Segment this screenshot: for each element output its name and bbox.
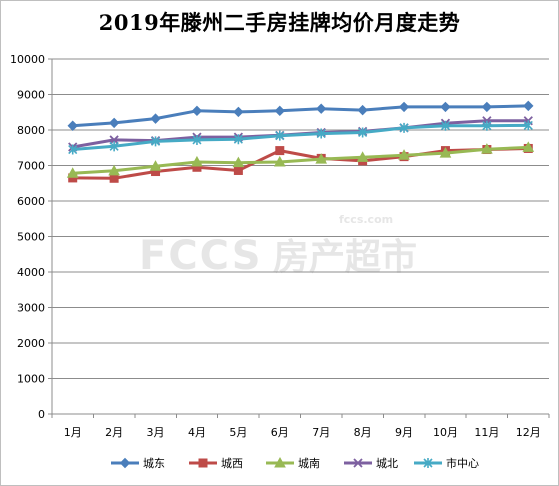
data-point bbox=[233, 165, 243, 175]
legend-item: 城东 bbox=[111, 457, 165, 470]
legend-label: 城西 bbox=[221, 457, 243, 470]
data-point bbox=[356, 151, 369, 162]
data-point bbox=[274, 456, 286, 468]
legend-label: 城南 bbox=[298, 457, 320, 470]
legend: 城东 城西 城南 城北 市中心 bbox=[111, 456, 479, 470]
data-point bbox=[523, 120, 533, 131]
data-point bbox=[67, 120, 78, 131]
gridlines bbox=[52, 58, 549, 415]
x-tick-label: 4月 bbox=[188, 426, 206, 439]
x-tick-label: 7月 bbox=[312, 426, 330, 439]
data-point bbox=[275, 130, 285, 141]
legend-item: 城南 bbox=[266, 456, 320, 470]
data-point bbox=[440, 101, 451, 113]
x-tick-label: 11月 bbox=[474, 426, 499, 439]
data-point bbox=[358, 127, 368, 138]
chart-title: 2019年滕州二手房挂牌均价月度走势 bbox=[98, 10, 461, 35]
data-point bbox=[68, 144, 78, 155]
legend-item: 城西 bbox=[189, 457, 243, 470]
x-tick-label: 2月 bbox=[105, 426, 123, 439]
data-point bbox=[150, 136, 161, 147]
data-point bbox=[150, 113, 161, 124]
y-tick-label: 6000 bbox=[17, 195, 45, 208]
legend-label: 市中心 bbox=[446, 456, 479, 470]
data-point bbox=[523, 100, 534, 112]
data-point bbox=[439, 147, 452, 158]
data-point bbox=[315, 153, 328, 164]
data-point bbox=[191, 155, 203, 167]
series-line bbox=[72, 104, 529, 128]
y-tick-label: 7000 bbox=[17, 160, 45, 173]
y-tick-label: 0 bbox=[38, 408, 45, 421]
watermark-logo: FCCS bbox=[139, 233, 263, 279]
x-tick-label: 1月 bbox=[64, 426, 82, 439]
data-point bbox=[522, 141, 535, 152]
x-tick-label: 8月 bbox=[354, 426, 372, 439]
series-城东 bbox=[67, 100, 534, 131]
data-point bbox=[66, 167, 79, 178]
x-tick-label: 6月 bbox=[271, 426, 289, 439]
legend-label: 城北 bbox=[376, 457, 398, 470]
data-point bbox=[119, 457, 131, 469]
series-line bbox=[72, 145, 529, 175]
y-tick-label: 10000 bbox=[10, 53, 45, 66]
data-point bbox=[232, 156, 245, 168]
data-point bbox=[481, 101, 493, 113]
y-tick-label: 3000 bbox=[17, 302, 45, 315]
x-tick-label: 10月 bbox=[433, 426, 458, 439]
watermark-brand: 房产超市 bbox=[273, 237, 417, 278]
data-point bbox=[423, 458, 433, 468]
data-point bbox=[440, 120, 451, 131]
legend-item: 城北 bbox=[344, 457, 398, 470]
data-point bbox=[109, 141, 119, 152]
series-城南 bbox=[66, 141, 535, 178]
axes: 0 1000 2000 3000 4000 5000 6000 7000 8000 9000 100… bbox=[10, 53, 550, 439]
y-tick-label: 1000 bbox=[17, 373, 45, 386]
x-tick-label: 9月 bbox=[395, 426, 413, 439]
data-point bbox=[398, 101, 410, 113]
x-tick-label: 12月 bbox=[516, 426, 541, 439]
data-point bbox=[274, 105, 285, 117]
series-市中心 bbox=[68, 120, 533, 155]
data-point bbox=[198, 458, 208, 468]
data-point bbox=[233, 134, 243, 145]
x-tick-label: 5月 bbox=[229, 426, 247, 439]
series-line bbox=[72, 147, 529, 180]
data-point bbox=[399, 122, 409, 133]
data-point bbox=[233, 106, 244, 118]
watermark-domain: fccs.com bbox=[339, 213, 393, 226]
data-point bbox=[109, 173, 119, 183]
data-point bbox=[357, 104, 368, 116]
y-tick-label: 5000 bbox=[17, 231, 45, 244]
data-point bbox=[273, 155, 286, 167]
data-point bbox=[192, 134, 202, 145]
y-tick-label: 9000 bbox=[17, 89, 45, 102]
x-tick-label: 3月 bbox=[147, 426, 165, 439]
series-line bbox=[72, 123, 529, 151]
series-lines bbox=[66, 100, 535, 183]
data-point bbox=[398, 149, 410, 160]
y-tick-label: 4000 bbox=[17, 266, 45, 279]
legend-label: 城东 bbox=[143, 457, 165, 470]
data-point bbox=[108, 117, 120, 129]
y-tick-label: 2000 bbox=[17, 337, 45, 350]
data-point bbox=[353, 458, 363, 468]
data-point bbox=[316, 103, 327, 114]
watermark: FCCS 房产超市 fccs.com bbox=[139, 213, 417, 279]
data-point bbox=[108, 164, 120, 176]
data-point bbox=[149, 160, 162, 171]
legend-item: 市中心 bbox=[414, 456, 479, 470]
data-point bbox=[482, 120, 492, 131]
data-point bbox=[481, 143, 493, 154]
data-point bbox=[191, 105, 203, 117]
data-point bbox=[316, 128, 326, 139]
y-tick-label: 8000 bbox=[17, 124, 45, 137]
data-point bbox=[275, 146, 285, 156]
